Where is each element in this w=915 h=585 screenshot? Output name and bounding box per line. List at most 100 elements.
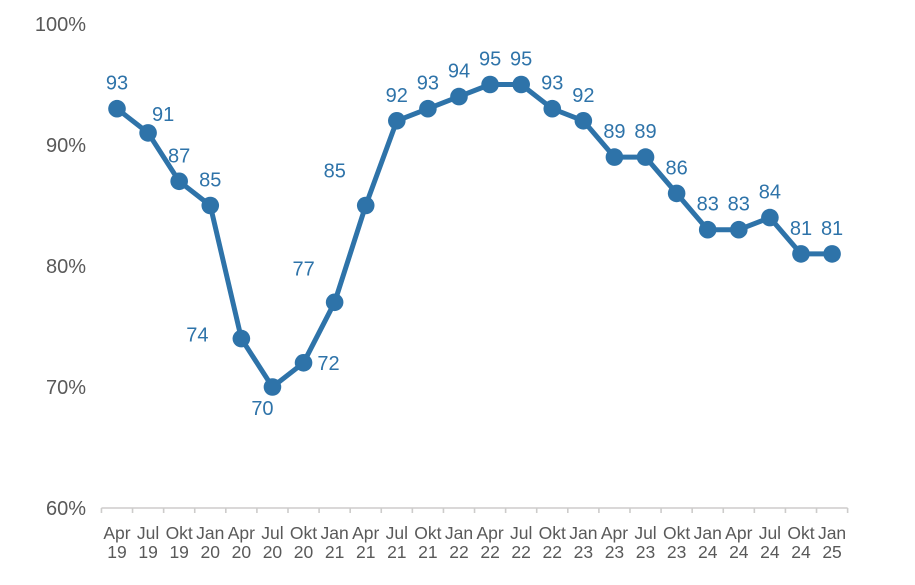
x-axis-tick-label-month: Jul <box>386 523 408 543</box>
data-point <box>481 75 499 94</box>
x-axis-tick-label-month: Jul <box>759 523 781 543</box>
data-label: 74 <box>186 325 208 347</box>
x-axis-tick-label-year: 20 <box>201 542 221 562</box>
data-point <box>388 112 406 130</box>
data-point <box>294 354 313 372</box>
x-axis-tick-label-month: Jan <box>569 523 597 543</box>
x-axis-tick-label-year: 19 <box>169 542 188 562</box>
data-label: 92 <box>572 85 594 107</box>
data-label: 81 <box>821 218 843 240</box>
x-axis-tick-label-year: 19 <box>107 542 126 562</box>
x-axis-tick-label-month: Okt <box>166 523 193 543</box>
data-label: 94 <box>448 61 470 83</box>
data-label: 85 <box>324 161 346 183</box>
data-label: 86 <box>665 157 687 179</box>
x-axis-tick-label-year: 20 <box>294 542 314 562</box>
data-point <box>108 99 126 118</box>
data-label: 70 <box>251 398 273 420</box>
data-point <box>139 124 157 142</box>
data-point <box>325 293 344 312</box>
x-axis-tick-label-month: Apr <box>103 523 130 543</box>
x-axis-tick-label-month: Apr <box>228 523 255 543</box>
x-axis-tick-label-month: Okt <box>290 523 317 543</box>
x-axis-tick-label-month: Jan <box>694 523 722 543</box>
data-label: 89 <box>603 121 625 143</box>
x-axis-tick-label-year: 23 <box>605 542 624 562</box>
x-axis-tick-label-month: Apr <box>725 523 752 543</box>
x-axis-tick-label-month: Jan <box>445 523 473 543</box>
x-axis-tick-label-month: Apr <box>476 523 503 543</box>
x-axis-tick-label-year: 20 <box>263 542 283 562</box>
x-axis-tick-label-year: 25 <box>822 542 841 562</box>
x-axis-tick-label-month: Jan <box>818 523 846 543</box>
x-axis-tick-label-year: 21 <box>387 542 406 562</box>
x-axis-tick-label-year: 22 <box>449 542 468 562</box>
y-axis-tick-label: 70% <box>46 377 86 399</box>
data-point <box>636 148 655 166</box>
data-point <box>730 220 748 239</box>
data-label: 95 <box>510 49 532 71</box>
data-label: 83 <box>728 194 750 216</box>
data-point <box>698 220 717 239</box>
data-point <box>792 245 810 263</box>
data-point <box>761 208 779 227</box>
y-axis-tick-label: 60% <box>46 498 86 520</box>
x-axis-tick-label-month: Jan <box>196 523 224 543</box>
data-label: 92 <box>386 85 408 107</box>
x-axis-tick-label-year: 23 <box>667 542 686 562</box>
x-axis-tick-label-year: 21 <box>325 542 344 562</box>
x-axis-tick-label-year: 21 <box>356 542 375 562</box>
x-axis-tick-label-year: 22 <box>511 542 530 562</box>
x-axis-tick-label-month: Okt <box>414 523 441 543</box>
data-label: 81 <box>790 218 812 240</box>
x-axis-tick-label-month: Jul <box>510 523 532 543</box>
x-axis-tick-label-month: Jul <box>261 523 283 543</box>
data-point <box>605 148 624 166</box>
data-label: 93 <box>541 73 563 95</box>
data-point <box>512 75 530 94</box>
x-axis-tick-label-month: Okt <box>663 523 690 543</box>
data-point <box>450 87 468 106</box>
data-label: 87 <box>168 145 190 167</box>
data-point <box>356 196 375 215</box>
data-label: 77 <box>293 258 315 280</box>
x-axis-tick-label-year: 23 <box>636 542 655 562</box>
data-label: 93 <box>417 73 439 95</box>
x-axis-tick-label-month: Jul <box>634 523 656 543</box>
data-point <box>543 99 562 118</box>
x-axis-tick-label-year: 22 <box>543 542 562 562</box>
data-point <box>201 196 220 215</box>
x-axis-tick-label-month: Okt <box>787 523 814 543</box>
data-label: 91 <box>152 104 174 126</box>
data-point <box>263 378 282 396</box>
data-point <box>419 99 437 118</box>
data-label: 95 <box>479 49 501 71</box>
x-axis-tick-label-year: 22 <box>480 542 499 562</box>
x-axis-tick-label-year: 24 <box>791 542 811 562</box>
x-axis-tick-label-year: 24 <box>760 542 780 562</box>
x-axis-tick-label-year: 20 <box>232 542 252 562</box>
y-axis-tick-label: 90% <box>46 135 86 157</box>
x-axis-tick-label-month: Okt <box>539 523 566 543</box>
data-point <box>574 112 593 130</box>
x-axis-tick-label-month: Jul <box>137 523 159 543</box>
y-axis-tick-label: 80% <box>46 256 86 278</box>
x-axis-tick-label-year: 24 <box>698 542 718 562</box>
x-axis-tick-label-year: 24 <box>729 542 749 562</box>
data-point <box>170 172 188 191</box>
x-axis-tick-label-month: Apr <box>601 523 628 543</box>
data-label: 84 <box>759 182 781 204</box>
data-label: 72 <box>317 353 339 375</box>
data-label: 85 <box>199 170 221 192</box>
data-point <box>823 245 841 263</box>
data-label: 93 <box>106 73 128 95</box>
data-label: 89 <box>634 121 656 143</box>
data-point <box>232 329 251 348</box>
x-axis-tick-label-year: 19 <box>138 542 157 562</box>
data-point <box>667 184 686 203</box>
x-axis-tick-label-year: 21 <box>418 542 437 562</box>
x-axis-tick-label-month: Jan <box>321 523 349 543</box>
y-axis-tick-label: 100% <box>35 14 86 36</box>
